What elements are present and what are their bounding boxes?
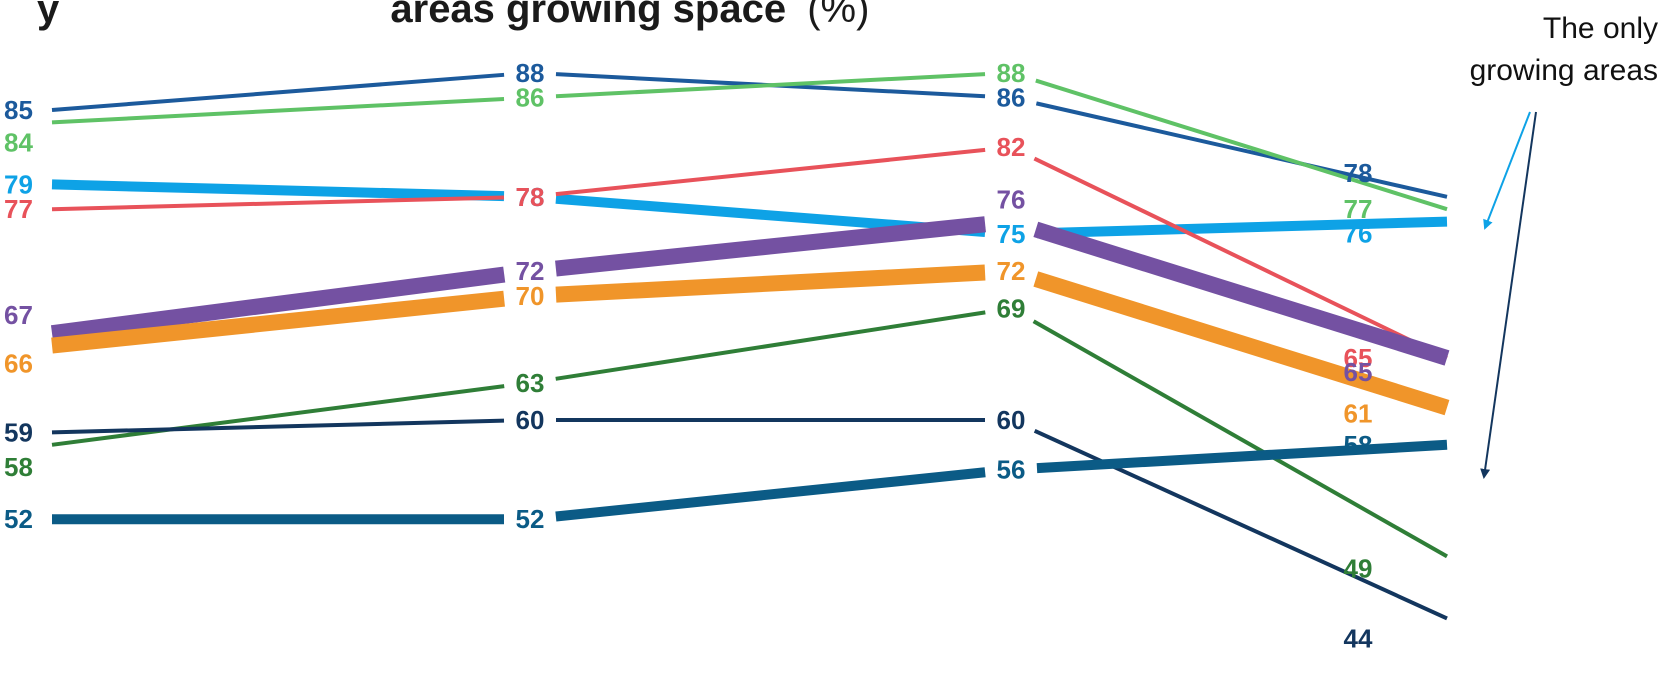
series-4-value-label-1: 77 (4, 194, 33, 224)
annotation-arrow-to-light-blue (1483, 111, 1531, 230)
series-7-value-label-4: 49 (1344, 553, 1373, 583)
series-4-segment-2 (555, 147, 986, 197)
series-5-segment-3 (1033, 221, 1450, 366)
series-6-value-label-2: 70 (516, 281, 545, 311)
series-6-segment-1 (51, 290, 505, 354)
series-5-value-label-1: 67 (4, 300, 33, 330)
annotation-arrow-to-teal (1480, 111, 1537, 479)
series-7-value-label-3: 69 (997, 293, 1026, 323)
series-5-segment-1 (50, 266, 506, 342)
series-9-value-label-1: 52 (4, 504, 33, 534)
series-2-value-label-3: 88 (997, 58, 1026, 88)
series-1-value-label-1: 85 (4, 95, 33, 125)
series-1-value-label-3: 86 (997, 83, 1026, 113)
series-8-value-label-1: 59 (4, 417, 33, 447)
series-8-segment-1 (51, 418, 505, 435)
series-7-segment-1 (51, 384, 505, 447)
series-7-segment-2 (555, 310, 986, 381)
series-9-segment-2 (555, 467, 986, 522)
series-5-value-label-2: 72 (516, 256, 545, 286)
annotation-line-1: The only (1543, 12, 1658, 45)
series-2-value-label-4: 77 (1344, 194, 1373, 224)
series-8-value-label-2: 60 (516, 405, 545, 435)
series-8-value-label-4: 44 (1344, 623, 1373, 653)
series-3-value-label-1: 79 (4, 169, 33, 199)
series-6-segment-3 (1033, 271, 1450, 416)
series-2-value-label-1: 84 (4, 127, 33, 157)
series-1-segment-1 (51, 72, 505, 112)
series-2-segment-3 (1035, 78, 1448, 212)
series-1-segment-3 (1035, 101, 1448, 199)
chart-title-part-1: y (37, 0, 60, 31)
series-6-value-label-3: 72 (997, 256, 1026, 286)
series-4-value-label-4: 65 (1344, 343, 1373, 373)
series-6-value-label-4: 61 (1344, 399, 1373, 429)
series-3-value-label-4: 76 (1344, 219, 1373, 249)
series-1-value-label-4: 78 (1344, 158, 1373, 188)
chart-title-unit: (%) (807, 0, 869, 31)
series-5-value-label-3: 76 (997, 185, 1026, 215)
series-4-value-label-2: 78 (516, 182, 545, 212)
chart-title: y areas growing space (%) (37, 0, 869, 31)
series-2-segment-1 (51, 96, 505, 125)
series-8-value-label-3: 60 (997, 405, 1026, 435)
series-7-segment-3 (1032, 319, 1448, 559)
series-2-segment-2 (555, 72, 986, 99)
series-5-segment-2 (555, 216, 986, 277)
series-6-segment-2 (555, 264, 986, 303)
series-9-value-label-4: 58 (1344, 430, 1373, 460)
series-9-value-label-3: 56 (997, 455, 1026, 485)
series-7-value-label-1: 58 (4, 452, 33, 482)
series-4-segment-1 (51, 195, 505, 212)
series-5-value-label-4: 65 (1344, 357, 1373, 387)
series-3-value-label-2: 78 (516, 182, 545, 212)
series-7-value-label-2: 63 (516, 368, 545, 398)
series-9-segment-3 (1036, 439, 1448, 474)
series-layer (50, 72, 1450, 621)
series-1-value-label-2: 88 (516, 58, 545, 88)
series-4-segment-3 (1033, 156, 1448, 360)
chart-title-part-2: areas growing space (390, 0, 786, 31)
annotation-line-2: growing areas (1470, 54, 1658, 87)
series-9-value-label-2: 52 (516, 504, 545, 534)
series-3-value-label-3: 75 (997, 219, 1026, 249)
series-3-segment-3 (1036, 216, 1448, 239)
series-6-value-label-1: 66 (4, 349, 33, 379)
series-3-segment-1 (51, 179, 505, 202)
annotation: The only growing areas (1470, 12, 1658, 479)
series-4-value-label-3: 82 (997, 132, 1026, 162)
series-2-value-label-2: 86 (516, 83, 545, 113)
